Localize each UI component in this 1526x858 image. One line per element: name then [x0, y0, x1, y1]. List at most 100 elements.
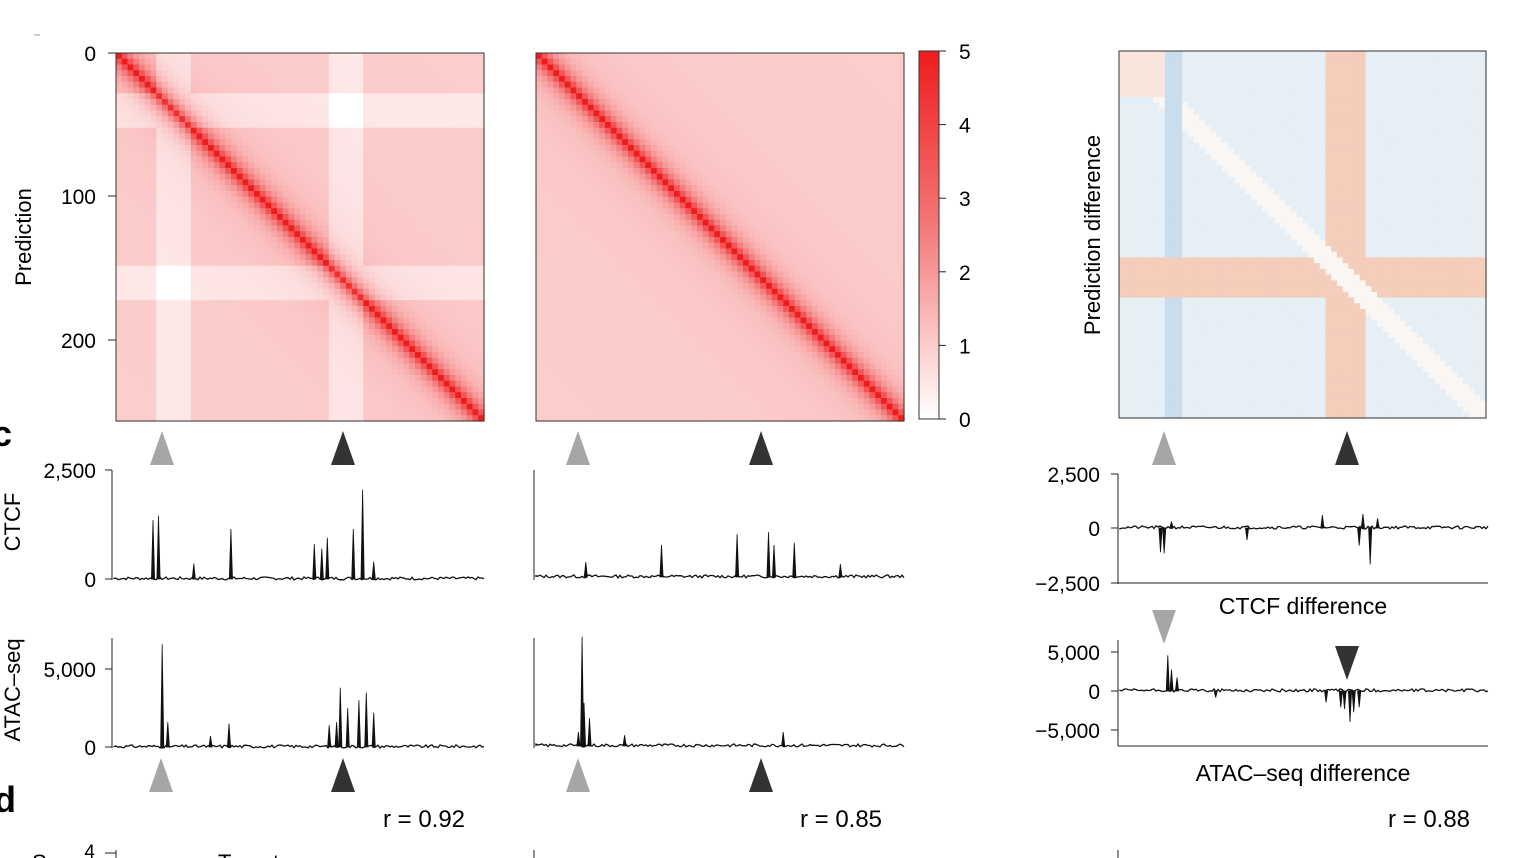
heatmap-left-cell — [426, 70, 433, 77]
heatmap-left-cell — [420, 409, 428, 416]
heatmap-left-cell — [196, 53, 203, 60]
heatmap-left-cell — [190, 409, 198, 416]
heatmap-left-cell — [150, 87, 157, 94]
heatmap-left-cell — [397, 363, 405, 370]
heatmap-left-cell — [426, 185, 433, 192]
heatmap-middle-cell — [743, 64, 750, 71]
heatmap-left-cell — [397, 403, 405, 411]
heatmap-left-cell — [288, 237, 295, 244]
heatmap-left-cell — [231, 156, 238, 163]
heatmap-left-cell — [340, 334, 347, 342]
heatmap-left-cell — [478, 311, 485, 319]
heatmap-left-cell — [236, 168, 244, 175]
heatmap-left-cell — [374, 375, 382, 382]
heatmap-left-cell — [346, 185, 353, 192]
heatmap-left-cell — [328, 265, 336, 273]
heatmap-left-cell — [139, 139, 146, 146]
heatmap-left-cell — [357, 363, 364, 370]
heatmap-left-cell — [461, 99, 468, 106]
heatmap-left-cell — [386, 260, 393, 267]
heatmap-left-cell — [167, 168, 175, 175]
heatmap-left-cell — [127, 53, 134, 60]
heatmap-left-cell — [236, 329, 244, 336]
heatmap-left-cell — [449, 288, 456, 296]
heatmap-left-cell — [139, 363, 146, 370]
heatmap-left-cell — [231, 87, 238, 94]
heatmap-left-cell — [139, 58, 146, 66]
heatmap-middle-cell — [553, 81, 560, 89]
heatmap-left-cell — [225, 168, 232, 175]
heatmap-left-cell — [190, 173, 198, 181]
heatmap-middle-cell — [553, 93, 560, 100]
heatmap-left-cell — [144, 53, 152, 60]
heatmap-left-cell — [351, 162, 359, 169]
heatmap-middle-cell — [800, 116, 807, 123]
heatmap-left-cell — [133, 208, 140, 215]
heatmap-left-cell — [288, 283, 295, 290]
heatmap-left-cell — [478, 357, 485, 365]
heatmap-middle-cell — [743, 104, 750, 112]
heatmap-left-cell — [380, 237, 387, 244]
heatmap-left-cell — [139, 191, 146, 198]
heatmap-left-cell — [173, 392, 180, 399]
heatmap-left-cell — [472, 191, 479, 198]
heatmap-left-cell — [472, 277, 479, 284]
heatmap-left-cell — [282, 168, 290, 175]
heatmap-left-cell — [340, 127, 347, 135]
heatmap-left-cell — [202, 288, 209, 296]
heatmap-left-cell — [386, 306, 393, 313]
heatmap-left-cell — [409, 300, 416, 307]
heatmap-left-cell — [478, 352, 485, 359]
heatmap-middle-cell — [536, 127, 543, 135]
heatmap-left-cell — [403, 311, 410, 319]
heatmap-left-cell — [340, 162, 347, 169]
heatmap-middle-cell — [863, 87, 871, 94]
heatmap-left-cell — [248, 231, 255, 238]
heatmap-left-cell — [179, 208, 186, 215]
heatmap-middle-cell — [633, 127, 641, 135]
heatmap-left-cell — [466, 70, 474, 77]
heatmap-left-cell — [294, 403, 301, 411]
heatmap-left-cell — [213, 185, 221, 192]
heatmap-left-cell — [139, 306, 146, 313]
heatmap-left-cell — [443, 306, 451, 313]
heatmap-left-cell — [127, 409, 134, 416]
heatmap-left-cell — [397, 277, 405, 284]
heatmap-left-cell — [374, 380, 382, 388]
heatmap-left-cell — [438, 403, 445, 411]
heatmap-left-cell — [202, 340, 209, 347]
heatmap-left-cell — [351, 231, 359, 238]
heatmap-left-cell — [185, 81, 192, 89]
heatmap-left-cell — [231, 375, 238, 382]
heatmap-left-cell — [208, 415, 215, 422]
heatmap-left-cell — [254, 231, 261, 238]
heatmap-left-cell — [259, 237, 267, 244]
heatmap-left-cell — [282, 214, 290, 221]
heatmap-middle-cell — [875, 64, 882, 71]
heatmap-left-cell — [179, 87, 186, 94]
heatmap-left-cell — [466, 219, 474, 227]
heatmap-left-cell — [144, 329, 152, 336]
heatmap-left-cell — [415, 277, 422, 284]
heatmap-left-cell — [420, 294, 428, 301]
heatmap-left-cell — [415, 334, 422, 342]
heatmap-left-cell — [340, 363, 347, 370]
heatmap-left-cell — [219, 409, 226, 416]
heatmap-left-cell — [208, 173, 215, 181]
heatmap-left-cell — [231, 139, 238, 146]
heatmap-left-cell — [363, 363, 370, 370]
heatmap-left-cell — [415, 81, 422, 89]
heatmap-left-cell — [213, 271, 221, 278]
heatmap-left-cell — [300, 237, 307, 244]
heatmap-left-cell — [144, 162, 152, 169]
heatmap-left-cell — [380, 300, 387, 307]
heatmap-left-cell — [127, 346, 134, 353]
heatmap-left-cell — [139, 219, 146, 227]
heatmap-left-cell — [231, 64, 238, 71]
heatmap-middle-cell — [817, 122, 825, 129]
heatmap-left-cell — [357, 87, 364, 94]
heatmap-middle-cell — [628, 87, 635, 94]
heatmap-left-cell — [374, 283, 382, 290]
heatmap-left-cell — [242, 317, 249, 324]
heatmap-left-cell — [225, 122, 232, 129]
